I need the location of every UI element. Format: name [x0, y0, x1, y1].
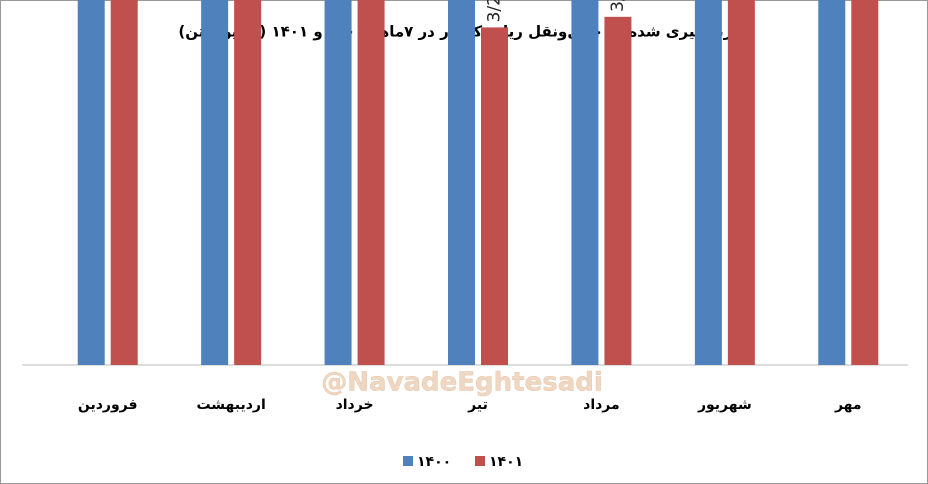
bar	[481, 27, 508, 366]
x-tick-label: خرداد	[336, 397, 374, 413]
x-tick-label: فروردین	[78, 397, 138, 413]
bar	[851, 0, 879, 365]
bar	[604, 16, 632, 365]
bar	[694, 0, 722, 366]
bar	[357, 0, 385, 365]
bar	[324, 0, 352, 365]
x-tick-label: اردیبهشت	[196, 397, 265, 413]
bar	[234, 0, 262, 366]
watermark: @NavadeEghtesadi	[321, 368, 603, 398]
bar	[110, 0, 138, 365]
bar	[448, 0, 475, 366]
legend-label: ۱۴۰۱	[489, 454, 523, 470]
bar	[818, 0, 846, 365]
bar	[201, 0, 229, 365]
x-tick-label: تیر	[467, 397, 488, 413]
x-tick-label: شهریور	[697, 397, 752, 413]
legend-swatch	[475, 456, 485, 466]
bar	[571, 0, 599, 365]
bar	[727, 0, 755, 366]
bar	[77, 0, 105, 365]
legend-swatch	[403, 456, 413, 466]
x-tick-label: مهر	[834, 397, 862, 413]
value-label: 3/3	[608, 0, 628, 12]
legend-label: ۱۴۰۰	[417, 454, 451, 470]
x-tick-label: مرداد	[583, 397, 620, 413]
value-label: 3/2	[485, 0, 505, 22]
